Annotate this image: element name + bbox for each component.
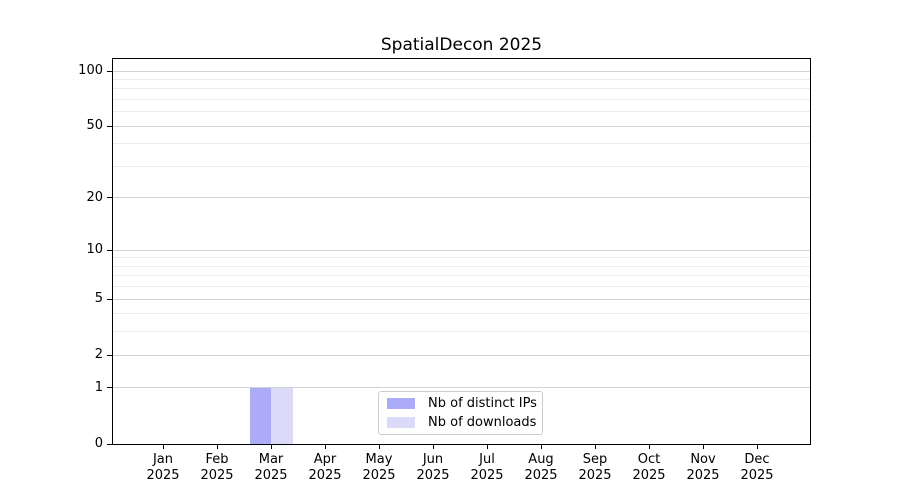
gridline-minor xyxy=(113,286,810,288)
chart-title: SpatialDecon 2025 xyxy=(380,35,543,55)
gridline-minor xyxy=(113,275,810,277)
gridline-major xyxy=(113,387,810,389)
x-tick-label: Sep 2025 xyxy=(578,452,612,483)
x-tick-mark xyxy=(432,445,434,449)
x-tick-mark xyxy=(378,445,380,449)
gridline-minor xyxy=(113,257,810,259)
x-tick-mark xyxy=(216,445,218,449)
x-tick-label: Mar 2025 xyxy=(254,452,288,483)
gridline-minor xyxy=(113,98,810,100)
y-tick-mark xyxy=(107,197,112,199)
legend-label-distinct-ips: Nb of distinct IPs xyxy=(428,396,537,412)
y-tick-label: 10 xyxy=(86,242,103,258)
x-tick-mark xyxy=(648,445,650,449)
x-tick-label: Nov 2025 xyxy=(686,452,720,483)
legend-item-distinct-ips: Nb of distinct IPs xyxy=(387,395,537,413)
y-tick-label: 100 xyxy=(78,63,103,78)
gridline-minor xyxy=(113,265,810,267)
gridline-minor xyxy=(113,331,810,333)
gridline-major xyxy=(113,70,810,72)
x-tick-label: Jun 2025 xyxy=(416,452,450,483)
x-tick-mark xyxy=(324,445,326,449)
gridline-minor xyxy=(113,313,810,315)
legend: Nb of distinct IPs Nb of downloads xyxy=(378,391,543,435)
x-tick-label: Dec 2025 xyxy=(740,452,774,483)
legend-label-downloads: Nb of downloads xyxy=(428,414,537,430)
y-tick-label: 50 xyxy=(86,118,103,134)
x-tick-label: Oct 2025 xyxy=(632,452,666,483)
x-tick-label: Feb 2025 xyxy=(200,452,234,483)
y-tick-label: 0 xyxy=(94,436,103,451)
y-tick-label: 2 xyxy=(94,347,103,363)
x-tick-mark xyxy=(162,445,164,449)
gridline-minor xyxy=(113,78,810,80)
x-tick-mark xyxy=(540,445,542,449)
gridline-major xyxy=(113,125,810,127)
x-tick-mark xyxy=(702,445,704,449)
y-tick-mark xyxy=(107,387,112,389)
gridline-minor xyxy=(113,143,810,145)
x-tick-mark xyxy=(270,445,272,449)
y-tick-mark xyxy=(107,70,112,72)
gridline-major xyxy=(113,249,810,251)
y-tick-mark xyxy=(107,125,112,127)
bar-nb-of-downloads-mar-2025 xyxy=(271,387,293,444)
legend-swatch-downloads xyxy=(387,416,415,428)
y-tick-mark xyxy=(107,354,112,356)
x-tick-mark xyxy=(594,445,596,449)
gridline-major xyxy=(113,354,810,356)
y-tick-mark xyxy=(107,443,112,445)
gridline-minor xyxy=(113,111,810,113)
gridline-minor xyxy=(113,88,810,90)
y-tick-label: 1 xyxy=(94,379,103,395)
legend-swatch-distinct-ips xyxy=(387,398,415,410)
x-tick-label: May 2025 xyxy=(362,452,396,483)
y-tick-label: 5 xyxy=(94,291,103,307)
gridline-minor xyxy=(113,165,810,167)
x-tick-label: Jan 2025 xyxy=(146,452,180,483)
gridline-major xyxy=(113,298,810,300)
y-tick-label: 20 xyxy=(86,189,103,205)
x-tick-label: Aug 2025 xyxy=(524,452,558,483)
y-tick-mark xyxy=(107,249,112,251)
x-tick-mark xyxy=(486,445,488,449)
legend-item-downloads: Nb of downloads xyxy=(387,413,537,431)
x-tick-label: Apr 2025 xyxy=(308,452,342,483)
plot-area: Nb of distinct IPs Nb of downloads xyxy=(112,58,811,445)
bar-nb-of-distinct-ips-mar-2025 xyxy=(249,387,271,444)
gridline-major xyxy=(113,197,810,199)
x-tick-label: Jul 2025 xyxy=(470,452,504,483)
y-tick-mark xyxy=(107,298,112,300)
x-tick-mark xyxy=(756,445,758,449)
